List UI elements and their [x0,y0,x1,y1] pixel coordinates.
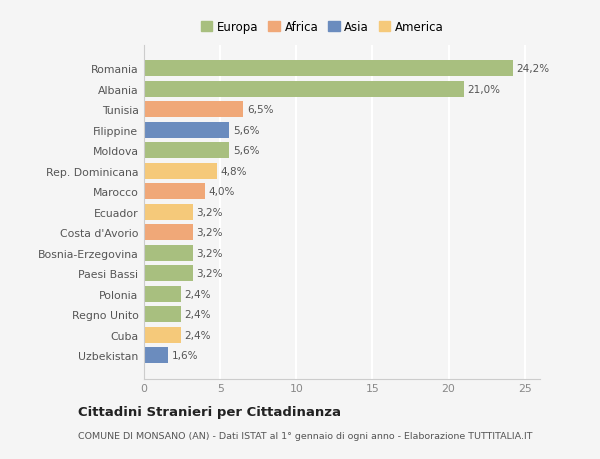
Bar [144,286,181,302]
Text: 2,4%: 2,4% [184,330,211,340]
Text: 4,0%: 4,0% [209,187,235,197]
Text: 3,2%: 3,2% [197,207,223,217]
Bar [144,163,217,179]
Bar [144,307,181,323]
Bar [144,225,193,241]
Bar [144,347,169,364]
Text: 4,8%: 4,8% [221,166,247,176]
Text: 2,4%: 2,4% [184,310,211,319]
Text: 2,4%: 2,4% [184,289,211,299]
Text: 21,0%: 21,0% [467,84,500,95]
Text: 3,2%: 3,2% [197,228,223,238]
Text: 3,2%: 3,2% [197,248,223,258]
Text: 5,6%: 5,6% [233,146,260,156]
Bar [144,123,229,139]
Bar [144,245,193,261]
Legend: Europa, Africa, Asia, America: Europa, Africa, Asia, America [198,18,446,36]
Text: Cittadini Stranieri per Cittadinanza: Cittadini Stranieri per Cittadinanza [78,405,341,419]
Text: 6,5%: 6,5% [247,105,274,115]
Bar [144,102,243,118]
Text: 3,2%: 3,2% [197,269,223,279]
Bar [144,327,181,343]
Bar [144,82,464,97]
Bar [144,143,229,159]
Bar [144,184,205,200]
Text: 1,6%: 1,6% [172,351,199,361]
Bar [144,266,193,282]
Text: COMUNE DI MONSANO (AN) - Dati ISTAT al 1° gennaio di ogni anno - Elaborazione TU: COMUNE DI MONSANO (AN) - Dati ISTAT al 1… [78,431,533,440]
Bar [144,61,512,77]
Text: 5,6%: 5,6% [233,125,260,135]
Bar [144,204,193,220]
Text: 24,2%: 24,2% [517,64,550,74]
